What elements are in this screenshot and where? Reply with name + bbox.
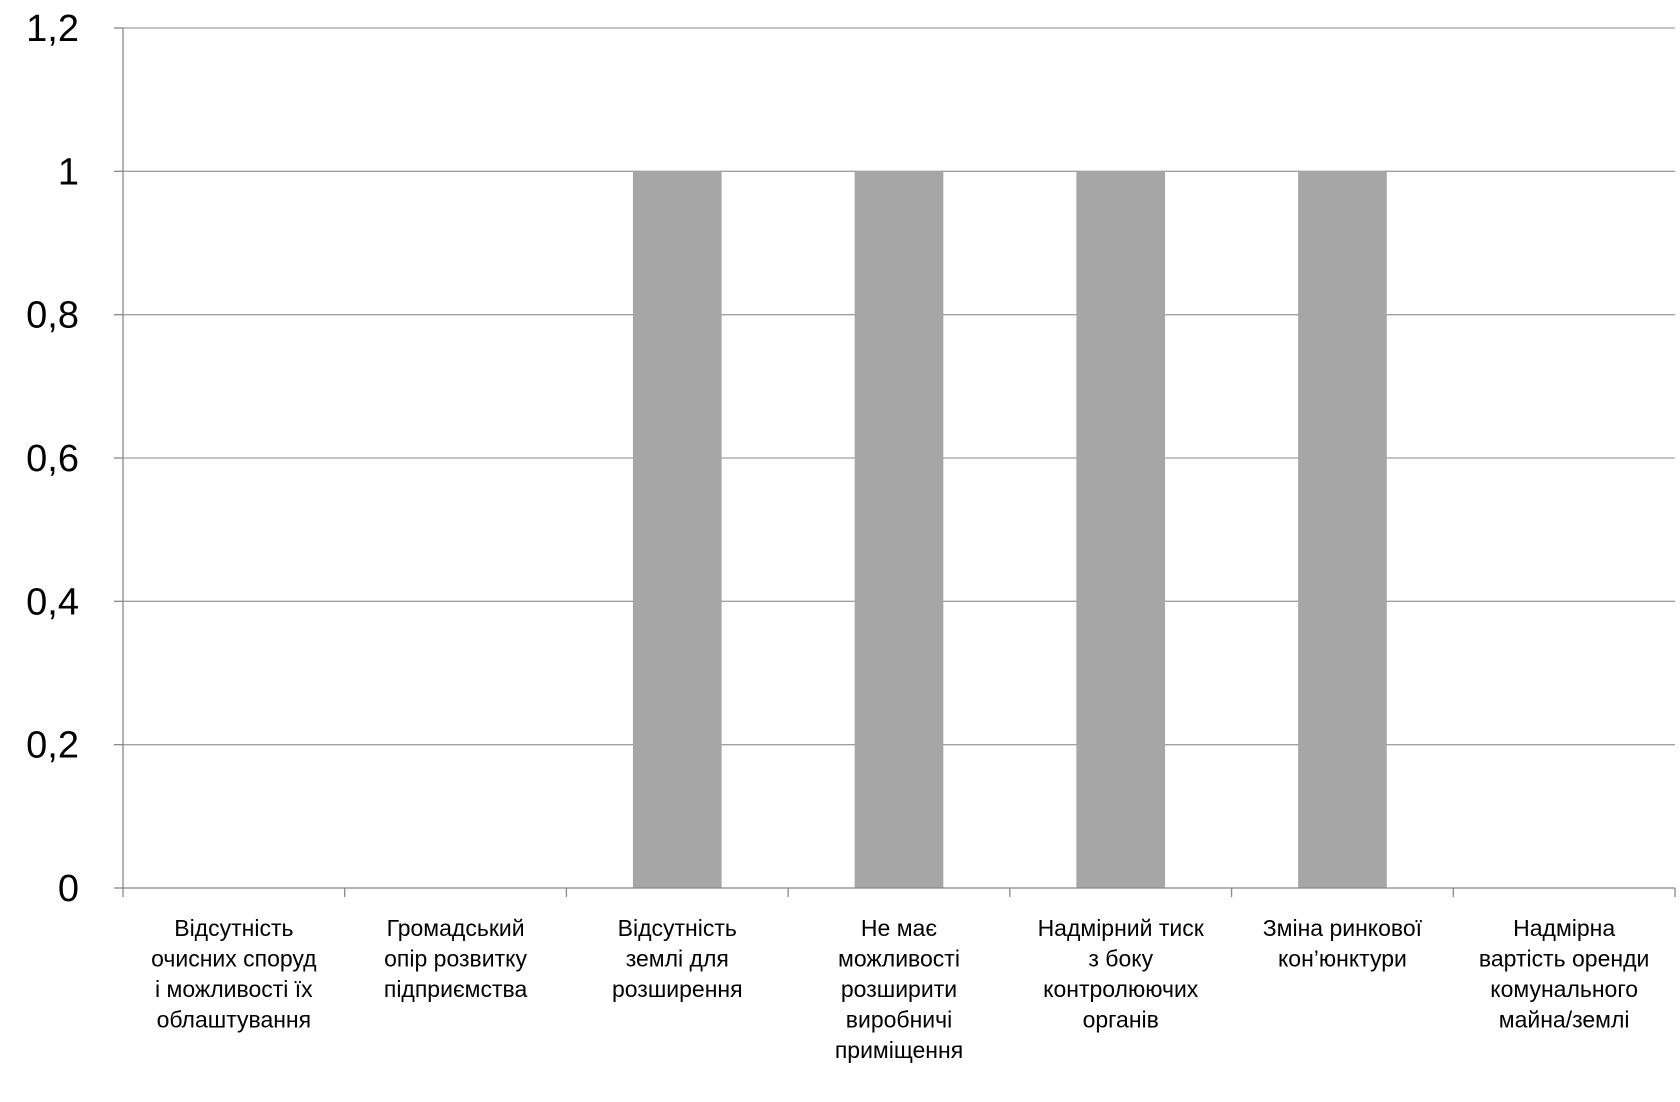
bar bbox=[854, 171, 944, 889]
bar bbox=[1298, 171, 1387, 889]
y-tick-label: 1,2 bbox=[26, 8, 79, 50]
x-tick-label: можливості bbox=[838, 946, 960, 972]
y-axis-tick-labels: 0 0,2 0,4 0,6 0,8 1 1,2 bbox=[26, 8, 79, 910]
x-tick-label: облаштування bbox=[157, 1007, 312, 1033]
bar bbox=[1076, 171, 1166, 889]
x-tick-label: очисних споруд bbox=[151, 946, 317, 972]
x-tick-label: приміщення bbox=[835, 1037, 963, 1063]
x-tick-label: Зміна ринкової bbox=[1263, 915, 1423, 941]
x-tick-label: комунального bbox=[1490, 976, 1638, 1002]
bar bbox=[632, 171, 722, 889]
x-tick-label: Громадський bbox=[387, 915, 525, 941]
x-tick-label: розширити bbox=[841, 976, 957, 1002]
axes bbox=[114, 27, 1676, 897]
y-tick-label: 0,4 bbox=[26, 581, 79, 623]
x-tick-label: землі для bbox=[626, 946, 729, 972]
x-tick-label: контролюючих bbox=[1043, 976, 1199, 1002]
y-tick-label: 0,8 bbox=[26, 295, 79, 337]
x-tick-label: кон’юнктури bbox=[1278, 946, 1407, 972]
x-tick-label: і можливості їх bbox=[155, 976, 313, 1002]
y-tick-label: 0,6 bbox=[26, 438, 79, 480]
bars bbox=[632, 171, 1387, 889]
y-tick-label: 0,2 bbox=[26, 725, 79, 767]
x-tick-label: з боку bbox=[1088, 946, 1153, 972]
y-tick-label: 1 bbox=[58, 151, 79, 193]
x-tick-label: Не має bbox=[861, 915, 937, 941]
x-tick-label: органів bbox=[1083, 1007, 1159, 1033]
x-tick-label: підприємства bbox=[384, 976, 528, 1002]
x-tick-label: Надмірна bbox=[1513, 915, 1615, 941]
x-axis-tick-labels: Відсутність очисних споруд і можливості їх… bbox=[151, 915, 1649, 1063]
x-tick-label: вартість оренди bbox=[1479, 946, 1649, 972]
x-tick-label: виробничі bbox=[846, 1007, 952, 1033]
x-tick-label: Відсутність bbox=[618, 915, 737, 941]
x-tick-label: розширення bbox=[612, 976, 743, 1002]
x-tick-label: Надмірний тиск bbox=[1038, 915, 1205, 941]
y-tick-label: 0 bbox=[58, 868, 79, 910]
x-tick-label: опір розвитку bbox=[384, 946, 527, 972]
x-tick-label: Відсутність bbox=[174, 915, 293, 941]
x-tick-label: майна/землі bbox=[1499, 1007, 1630, 1033]
